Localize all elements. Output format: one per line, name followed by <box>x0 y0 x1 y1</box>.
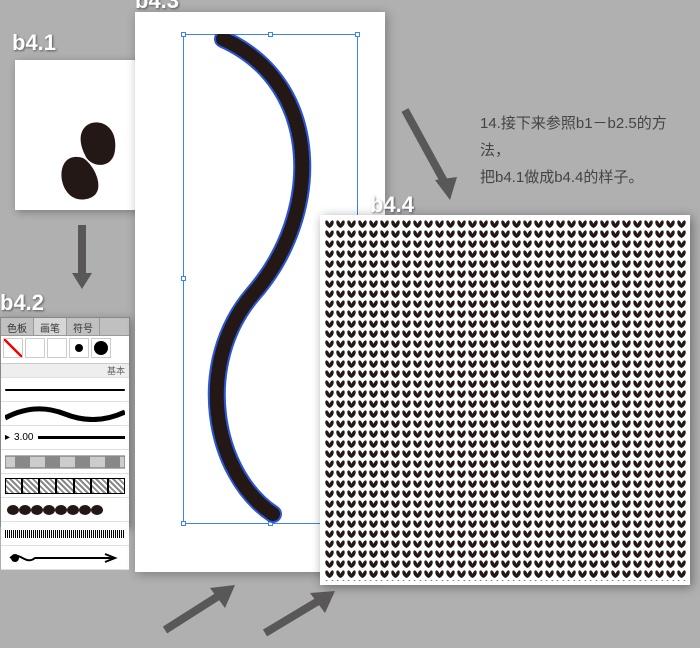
arrow-text-to-b44 <box>395 105 465 205</box>
brush-leaves[interactable] <box>1 498 129 522</box>
label-b44: b4.4 <box>370 192 414 218</box>
brush-section-basic: 基本 <box>1 364 129 378</box>
brush-panel: 色板 画笔 符号 基本 ▸ 3.00 <box>0 317 130 527</box>
knit-pattern <box>324 219 686 581</box>
instruction-line2: 把b4.1做成b4.4的样子。 <box>480 169 643 186</box>
swatch-empty[interactable] <box>25 338 45 358</box>
instruction-text: 14.接下来参照b1－b2.5的方法， 把b4.1做成b4.4的样子。 <box>480 110 680 191</box>
brush-frame-pattern[interactable] <box>1 474 129 498</box>
swatch-none[interactable] <box>3 338 23 358</box>
instruction-line1: 14.接下来参照b1－b2.5的方法， <box>480 115 667 159</box>
arrow-b43-to-b44 <box>255 588 345 643</box>
swatch-empty2[interactable] <box>47 338 67 358</box>
swatch-large-dot[interactable] <box>91 338 111 358</box>
label-b43: b4.3 <box>135 0 179 14</box>
panel-b41 <box>15 60 145 210</box>
swatch-small-dot[interactable] <box>69 338 89 358</box>
label-b41: b4.1 <box>12 30 56 56</box>
arrow-b42-to-b43 <box>155 580 245 640</box>
panel-b44 <box>320 215 690 585</box>
brush-size[interactable]: ▸ 3.00 <box>1 426 129 450</box>
brush-thin-line[interactable] <box>1 378 129 402</box>
arrow-b41-to-b42 <box>70 225 94 290</box>
tab-symbols[interactable]: 符号 <box>67 318 100 335</box>
brush-swatch-row <box>1 336 129 364</box>
label-b42: b4.2 <box>0 290 44 316</box>
leaf-shape <box>15 60 145 210</box>
brush-flourish[interactable] <box>1 546 129 570</box>
brush-banner[interactable] <box>1 450 129 474</box>
tab-swatches[interactable]: 色板 <box>1 318 34 335</box>
brush-rough[interactable] <box>1 522 129 546</box>
tab-brushes[interactable]: 画笔 <box>34 318 67 335</box>
brush-wave[interactable] <box>1 402 129 426</box>
panel-tabs: 色板 画笔 符号 <box>1 318 129 336</box>
